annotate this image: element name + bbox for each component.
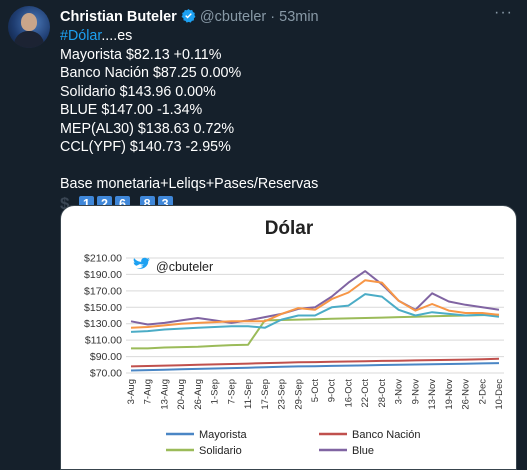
legend-label: Blue (352, 445, 374, 457)
rate-line: Mayorista $82.13 +0.11% (60, 46, 222, 63)
series-line (130, 270, 500, 326)
hashtag-suffix: ....es (101, 28, 133, 44)
y-tick-label: $170.00 (84, 285, 122, 297)
x-tick-label: 29-Sep (293, 379, 304, 410)
x-tick-label: 16-Oct (343, 379, 354, 408)
y-tick-label: $150.00 (84, 302, 122, 314)
x-tick-label: 10-Dec (494, 379, 505, 410)
avatar-body (14, 31, 44, 48)
rate-line: BLUE $147.00 -1.34% (60, 102, 203, 118)
chart-title: Dólar (265, 218, 314, 239)
rate-line: Solidario $143.96 0.00% (60, 83, 216, 100)
y-tick-label: $110.00 (85, 335, 122, 347)
hashtag-line: #Dólar....es (60, 27, 318, 46)
series-line (130, 362, 500, 372)
y-tick-label: $90.00 (90, 351, 122, 363)
rate-line: MEP(AL30) $138.63 0.72% (60, 120, 235, 137)
time-separator: · (270, 9, 276, 25)
x-tick-label: 2-Dec (477, 379, 488, 405)
x-tick-label: 26-Aug (193, 379, 204, 410)
keycap-separator: , (133, 195, 137, 211)
tweet-media-chart[interactable]: Dólar $70.00 $90.00 $110.00 $130.00 $150.00 $1… (60, 205, 517, 470)
series-line (130, 279, 500, 329)
x-tick-label: 22-Oct (360, 379, 371, 408)
tweet-time[interactable]: 53min (279, 9, 319, 25)
x-tick-label: 19-Nov (444, 379, 455, 410)
legend-label: Solidario (199, 445, 242, 457)
dolar-line-chart: Dólar $70.00 $90.00 $110.00 $130.00 $150.00 $1… (84, 218, 505, 457)
author-name[interactable]: Christian Buteler (60, 9, 177, 25)
legend-label: Mayorista (199, 429, 248, 441)
y-tick-label: $70.00 (90, 368, 122, 380)
x-tick-label: 5-Oct (310, 379, 321, 403)
x-tick-label: 26-Nov (461, 379, 472, 410)
tweet-header: Christian Buteler @cbuteler · 53min (60, 8, 319, 25)
x-tick-label: 9-Nov (410, 379, 421, 405)
legend-label: Banco Nación (352, 429, 421, 441)
x-tick-label: 3-Nov (394, 379, 405, 405)
x-tick-label: 20-Aug (176, 379, 187, 410)
x-tick-label: 17-Sep (260, 379, 271, 410)
y-tick-label: $190.00 (84, 269, 122, 281)
x-tick-label: 3-Aug (126, 379, 137, 404)
dollar-emoji-icon: $ (60, 193, 70, 213)
tweet-text: #Dólar....es Mayorista $82.13 +0.11% Ban… (60, 27, 318, 213)
hashtag-link[interactable]: #Dólar (60, 28, 102, 44)
x-tick-label: 13-Nov (427, 379, 438, 410)
x-tick-label: 7-Aug (143, 379, 154, 404)
series-line (130, 293, 500, 333)
x-tick-label: 9-Oct (327, 379, 338, 403)
avatar-face (21, 13, 37, 31)
author-handle[interactable]: @cbuteler (199, 9, 267, 25)
x-tick-label: 1-Sep (210, 379, 221, 404)
series-line (130, 357, 500, 368)
avatar[interactable] (8, 6, 50, 48)
rate-line: CCL(YPF) $140.73 -2.95% (60, 139, 231, 155)
verified-badge-icon (181, 8, 196, 23)
series-line (131, 313, 500, 350)
x-tick-label: 23-Sep (277, 379, 288, 410)
twitter-bird-icon (133, 257, 150, 269)
x-tick-label: 13-Aug (159, 379, 170, 410)
x-tick-label: 11-Sep (243, 379, 254, 409)
more-options-icon[interactable]: ··· (494, 4, 513, 21)
y-tick-label: $210.00 (84, 253, 122, 265)
x-tick-label: 7-Sep (226, 379, 237, 404)
base-line: Base monetaria+Leliqs+Pases/Reservas (60, 176, 319, 192)
line-spacer (60, 157, 318, 176)
chart-watermark: @cbuteler (156, 260, 213, 274)
rate-line: Banco Nación $87.25 0.00% (60, 65, 242, 81)
y-tick-label: $130.00 (84, 318, 122, 330)
x-tick-label: 28-Oct (377, 379, 388, 408)
